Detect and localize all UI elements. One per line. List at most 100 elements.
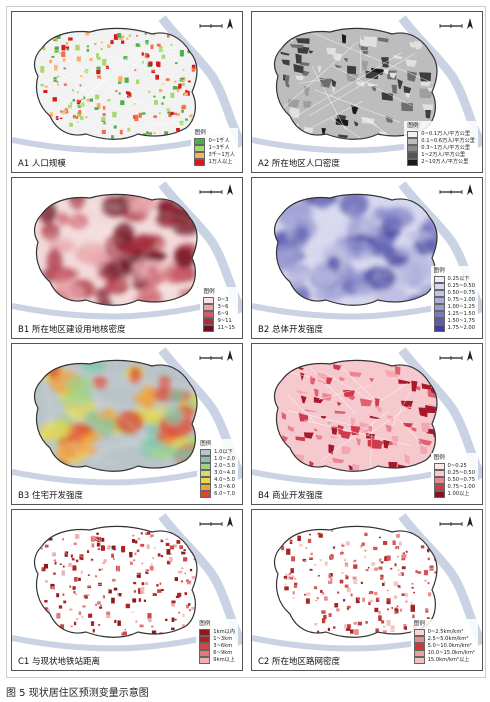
parcel: [178, 83, 182, 89]
zone-patch: [339, 430, 352, 440]
density-blob: [363, 266, 397, 290]
parcel: [395, 534, 400, 538]
zone-patch: [389, 72, 397, 79]
parcel: [113, 34, 119, 40]
road: [96, 383, 150, 387]
parcel: [176, 128, 180, 132]
parcel: [56, 33, 61, 39]
parcel: [346, 605, 351, 609]
parcel: [61, 51, 66, 57]
north-arrow-icon: [439, 350, 473, 361]
road: [74, 234, 112, 236]
density-blob: [286, 265, 306, 290]
legend-item: 1~3千人: [194, 145, 235, 152]
legend-label: 3.0~4.0: [214, 470, 235, 477]
parcel: [181, 82, 185, 87]
parcel: [404, 592, 408, 597]
road: [49, 404, 195, 471]
legend-swatch: [413, 629, 425, 636]
parcel: [63, 67, 67, 70]
road: [167, 574, 197, 597]
parcel: [158, 88, 163, 93]
parcel: [152, 593, 157, 596]
legend-label: 5.0~10.0km/km²: [427, 643, 472, 650]
zone-patch: [313, 396, 324, 404]
parcel: [40, 66, 45, 73]
legend-swatch: [203, 304, 215, 311]
zone-patch: [397, 78, 403, 90]
parcel: [49, 112, 53, 117]
parcel: [347, 624, 351, 629]
parcel: [56, 75, 60, 78]
zone-patch: [385, 424, 393, 433]
parcel: [129, 552, 133, 558]
map-panel-a1: 图例 0~1千人 1~3千人 3千~1万人 1万人以上 A1 人口规模: [11, 11, 243, 173]
road: [318, 384, 373, 400]
parcel: [284, 583, 287, 586]
parcel: [390, 567, 393, 570]
parcel: [115, 89, 118, 93]
parcel: [42, 46, 46, 51]
parcel: [44, 544, 49, 548]
parcel: [354, 629, 359, 635]
density-blob: [327, 255, 341, 272]
parcel: [106, 611, 111, 618]
parcel: [96, 103, 101, 109]
parcel: [427, 581, 430, 585]
zone-patch: [339, 376, 345, 382]
legend-swatch: [433, 297, 445, 304]
parcel: [72, 98, 76, 102]
parcel: [96, 53, 100, 58]
parcel: [100, 41, 104, 44]
parcel: [73, 542, 77, 545]
parcel: [63, 83, 67, 86]
parcel: [97, 548, 101, 551]
parcel: [98, 624, 101, 626]
parcel: [173, 112, 177, 115]
parcel: [331, 530, 334, 532]
density-blob: [56, 212, 70, 226]
legend-swatch: [199, 636, 211, 643]
road: [334, 556, 404, 581]
parcel: [176, 88, 180, 93]
parcel: [61, 44, 66, 51]
data-layer: [36, 32, 197, 140]
density-blob: [104, 276, 130, 295]
road: [290, 252, 333, 282]
parcel: [380, 574, 384, 580]
parcel: [136, 572, 141, 578]
legend-item: 3.0~4.0: [200, 470, 235, 477]
zone-patch: [282, 435, 289, 442]
parcel: [289, 539, 293, 544]
map-canvas: [12, 510, 242, 670]
parcel: [386, 555, 391, 561]
parcel: [148, 61, 153, 67]
district-boundary: [33, 27, 198, 140]
parcel: [128, 34, 132, 37]
parcel: [90, 621, 95, 626]
parcel: [102, 113, 106, 117]
parcel: [337, 591, 340, 594]
parcel: [170, 43, 173, 47]
map-canvas: [12, 12, 242, 172]
legend-item: 2.5~5.0km/km²: [413, 636, 475, 643]
legend-item: 0~0.25: [433, 463, 475, 470]
legend-item: 4.0~5.0: [200, 477, 235, 484]
legend-label: 6~9km: [213, 650, 233, 657]
zone-patch: [367, 82, 379, 87]
parcel: [148, 132, 153, 135]
legend-label: 0.25~0.50: [447, 470, 475, 477]
map-legend: 图例 0.25以下 0.25~0.50 0.50~0.75 0.75~1.00 1.00~…: [430, 266, 478, 334]
parcel: [380, 561, 384, 564]
parcel: [386, 598, 391, 605]
parcel: [55, 46, 59, 52]
legend-item: 2.0~3.0: [200, 463, 235, 470]
parcel: [124, 628, 126, 631]
density-blob: [314, 288, 345, 301]
parcel: [58, 52, 61, 54]
parcel: [381, 620, 385, 624]
parcel: [75, 559, 79, 563]
parcel: [181, 109, 184, 113]
legend-item: 11~15: [203, 325, 235, 332]
parcel: [153, 115, 157, 118]
